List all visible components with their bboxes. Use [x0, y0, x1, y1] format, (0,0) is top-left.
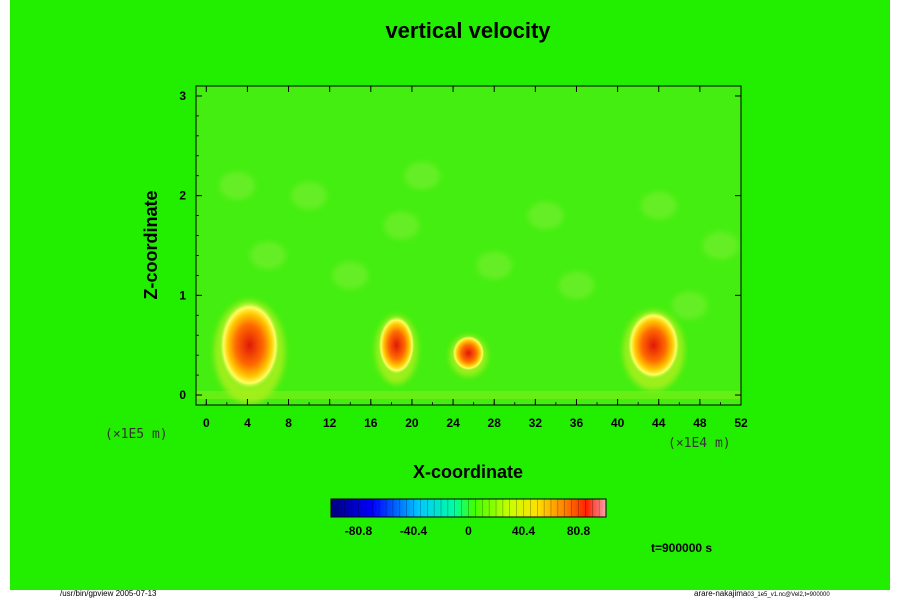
- footer-author: arare-nakajima: [694, 589, 748, 598]
- x-tick-label: 52: [734, 416, 748, 430]
- footer-source: 03_1e5_v1.nc@Vel2,t=900000: [747, 592, 830, 598]
- weak-updraft-patch: [527, 201, 564, 230]
- weak-updraft-patch: [702, 231, 739, 260]
- weak-updraft-patch: [332, 261, 369, 290]
- velocity-field: [196, 161, 741, 404]
- x-tick-label: 12: [323, 416, 337, 430]
- y-tick-label: 0: [179, 388, 186, 402]
- updraft-core: [218, 300, 281, 391]
- x-tick-label: 8: [285, 416, 292, 430]
- chart-title: vertical velocity: [385, 18, 551, 43]
- updraft-core: [626, 310, 681, 381]
- x-axis-ticks: 0 4 8 12 16 20 24 28 32 36 40 44 48 52: [203, 86, 748, 430]
- footer-right: arare-nakajima03_1e5_v1.nc@Vel2,t=900000: [694, 589, 830, 598]
- updraft-core: [452, 335, 485, 372]
- x-tick-label: 40: [611, 416, 625, 430]
- weak-updraft-patch: [291, 181, 328, 210]
- y-scale-note: (×1E5 m): [105, 427, 168, 442]
- colorbar-tick-label: 0: [465, 524, 472, 538]
- x-tick-label: 20: [405, 416, 419, 430]
- colorbar-tick-label: 40.4: [512, 524, 536, 538]
- x-tick-label: 28: [488, 416, 502, 430]
- y-tick-label: 3: [179, 89, 186, 103]
- x-tick-label: 36: [570, 416, 584, 430]
- colorbar-tick-label: 80.8: [567, 524, 591, 538]
- y-axis-ticks: 0 1 2 3: [179, 89, 741, 402]
- x-tick-label: 0: [203, 416, 210, 430]
- updraft-core: [378, 315, 416, 376]
- y-tick-label: 1: [179, 288, 186, 302]
- x-tick-label: 16: [364, 416, 378, 430]
- colorbar-divisions: [337, 499, 600, 517]
- weak-updraft-patch: [558, 271, 595, 300]
- y-axis-label: Z-coordinate: [141, 190, 161, 299]
- y-tick-label: 2: [179, 189, 186, 203]
- footer-left: /usr/bin/gpview 2005-07-13: [60, 589, 157, 598]
- x-tick-label: 32: [529, 416, 543, 430]
- time-label: t=900000 s: [651, 541, 712, 555]
- colorbar-tick-label: -80.8: [345, 524, 373, 538]
- weak-updraft-patch: [383, 211, 420, 240]
- x-tick-label: 4: [244, 416, 251, 430]
- x-tick-label: 44: [652, 416, 666, 430]
- weak-updraft-patch: [671, 291, 708, 320]
- weak-updraft-patch: [249, 241, 286, 270]
- x-axis-label: X-coordinate: [413, 462, 523, 482]
- colorbar-ticks: -80.8 -40.4 0 40.4 80.8: [345, 524, 591, 538]
- weak-updraft-patch: [404, 161, 441, 190]
- x-scale-note: (×1E4 m): [668, 436, 731, 451]
- x-tick-label: 24: [446, 416, 460, 430]
- x-tick-label: 48: [693, 416, 707, 430]
- weak-updraft-patch: [476, 251, 513, 280]
- weak-updraft-patch: [219, 171, 256, 200]
- weak-updraft-patch: [640, 191, 677, 220]
- colorbar-tick-label: -40.4: [400, 524, 428, 538]
- surface-band: [196, 391, 741, 400]
